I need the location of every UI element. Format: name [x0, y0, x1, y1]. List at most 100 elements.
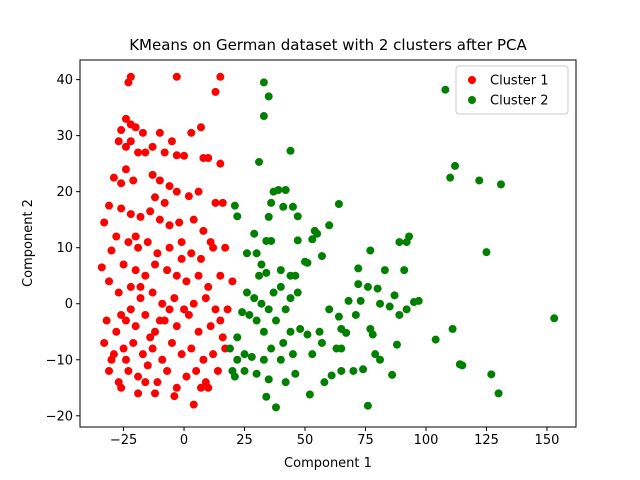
scatter-point	[296, 324, 305, 333]
scatter-point	[206, 322, 215, 331]
scatter-point	[121, 142, 130, 151]
scatter-point	[308, 235, 317, 244]
scatter-point	[371, 350, 380, 359]
scatter-point	[286, 327, 295, 336]
y-tick-label: 20	[56, 185, 73, 200]
scatter-point	[376, 299, 385, 308]
scatter-point	[264, 92, 273, 101]
scatter-point	[327, 371, 336, 380]
scatter-point	[286, 146, 295, 155]
scatter-point	[216, 316, 225, 325]
scatter-point	[151, 327, 160, 336]
scatter-point	[138, 128, 147, 137]
scatter-point	[400, 266, 409, 275]
scatter-point	[259, 112, 268, 121]
scatter-point	[143, 361, 152, 370]
scatter-point	[317, 338, 326, 347]
scatter-point	[204, 383, 213, 392]
scatter-point	[182, 277, 191, 286]
scatter-point	[204, 282, 213, 291]
scatter-point	[126, 137, 135, 146]
scatter-point	[257, 260, 266, 269]
scatter-point	[334, 312, 343, 321]
scatter-point	[354, 280, 363, 289]
scatter-point	[153, 378, 162, 387]
scatter-point	[177, 254, 186, 263]
scatter-point	[117, 126, 126, 135]
scatter-point	[458, 361, 467, 370]
scatter-point	[117, 383, 126, 392]
scatter-point	[487, 370, 496, 379]
scatter-point	[151, 260, 160, 269]
scatter-point	[112, 232, 121, 241]
scatter-point	[165, 182, 174, 191]
scatter-point	[267, 198, 276, 207]
scatter-point	[216, 159, 225, 168]
scatter-point	[264, 305, 273, 314]
scatter-point	[264, 375, 273, 384]
scatter-point	[134, 148, 143, 157]
scatter-point	[317, 252, 326, 261]
legend-label: Cluster 1	[490, 74, 549, 89]
scatter-point	[402, 305, 411, 314]
scatter-point	[167, 137, 176, 146]
legend-box	[455, 65, 569, 115]
scatter-point	[359, 365, 368, 374]
scatter-point	[293, 212, 302, 221]
scatter-point	[170, 294, 179, 303]
scatter-point	[187, 128, 196, 137]
scatter-point	[366, 246, 375, 255]
scatter-point	[305, 390, 314, 399]
scatter-point	[121, 165, 130, 174]
scatter-point	[172, 383, 181, 392]
scatter-point	[475, 176, 484, 185]
scatter-point	[247, 352, 256, 361]
scatter-point	[315, 327, 324, 336]
scatter-point	[102, 316, 111, 325]
scatter-point	[136, 294, 145, 303]
y-tick-label: −20	[46, 409, 73, 424]
scatter-point	[281, 378, 290, 387]
scatter-point	[264, 212, 273, 221]
scatter-point	[165, 243, 174, 252]
scatter-point	[441, 85, 450, 94]
scatter-point	[151, 193, 160, 202]
scatter-point	[259, 78, 268, 87]
legend-marker	[468, 76, 476, 84]
scatter-point	[131, 322, 140, 331]
scatter-point	[155, 176, 164, 185]
scatter-point	[131, 232, 140, 241]
scatter-point	[204, 154, 213, 163]
scatter-point	[288, 202, 297, 211]
scatter-point	[107, 355, 116, 364]
scatter-point	[288, 350, 297, 359]
scatter-point	[240, 366, 249, 375]
scatter-point	[334, 199, 343, 208]
scatter-point	[390, 291, 399, 300]
scatter-point	[325, 305, 334, 314]
scatter-point	[279, 338, 288, 347]
scatter-point	[269, 288, 278, 297]
scatter-point	[163, 366, 172, 375]
scatter-point	[112, 327, 121, 336]
scatter-point	[141, 148, 150, 157]
scatter-point	[209, 243, 218, 252]
plot-frame	[79, 59, 577, 428]
scatter-point	[187, 344, 196, 353]
scatter-point	[117, 310, 126, 319]
scatter-point	[196, 383, 205, 392]
scatter-point	[109, 173, 118, 182]
scatter-point	[223, 305, 232, 314]
scatter-point	[218, 333, 227, 342]
scatter-point	[121, 316, 130, 325]
x-tick-label: 0	[180, 433, 188, 448]
scatter-point	[262, 268, 271, 277]
scatter-point	[271, 316, 280, 325]
scatter-point	[233, 212, 242, 221]
scatter-point	[107, 246, 116, 255]
scatter-point	[276, 266, 285, 275]
scatter-point	[373, 284, 382, 293]
scatter-point	[141, 271, 150, 280]
scatter-point	[143, 238, 152, 247]
